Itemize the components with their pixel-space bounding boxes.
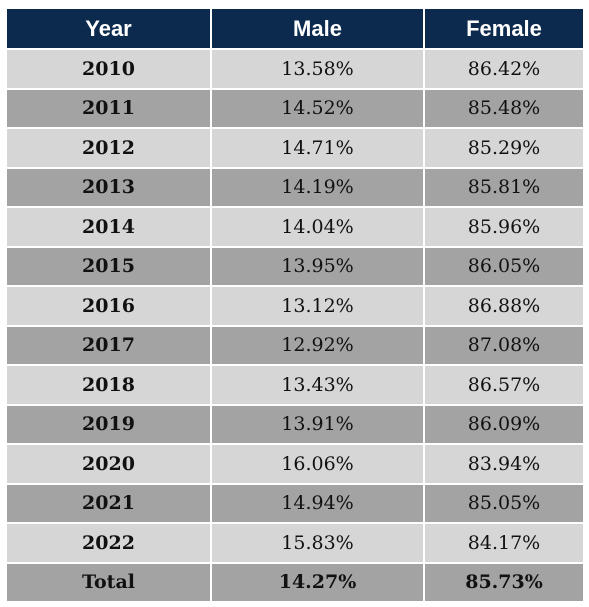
male-cell: 14.19% xyxy=(212,166,425,206)
table-row: 2012 14.71% 85.29% xyxy=(7,127,583,167)
male-cell: 12.92% xyxy=(212,324,425,364)
table-row: 2010 13.58% 86.42% xyxy=(7,48,583,88)
year-cell: 2016 xyxy=(7,285,212,325)
table-row: 2018 13.43% 86.57% xyxy=(7,364,583,404)
year-cell: 2014 xyxy=(7,206,212,246)
year-cell: 2020 xyxy=(7,443,212,483)
header-year: Year xyxy=(7,9,212,48)
year-cell: 2018 xyxy=(7,364,212,404)
female-cell: 85.05% xyxy=(425,482,583,522)
header-female: Female xyxy=(425,9,583,48)
female-cell: 85.81% xyxy=(425,166,583,206)
male-cell: 16.06% xyxy=(212,443,425,483)
male-cell: 14.52% xyxy=(212,87,425,127)
male-cell: 15.83% xyxy=(212,522,425,562)
year-cell: 2013 xyxy=(7,166,212,206)
header-male: Male xyxy=(212,9,425,48)
female-cell: 83.94% xyxy=(425,443,583,483)
year-cell: 2017 xyxy=(7,324,212,364)
female-cell: 85.48% xyxy=(425,87,583,127)
male-cell: 14.04% xyxy=(212,206,425,246)
table-row: 2013 14.19% 85.81% xyxy=(7,166,583,206)
female-cell: 85.96% xyxy=(425,206,583,246)
male-cell: 14.71% xyxy=(212,127,425,167)
female-cell: 87.08% xyxy=(425,324,583,364)
year-cell: 2021 xyxy=(7,482,212,522)
table-row: 2014 14.04% 85.96% xyxy=(7,206,583,246)
female-cell: 86.05% xyxy=(425,245,583,285)
male-cell: 13.12% xyxy=(212,285,425,325)
table-row: 2019 13.91% 86.09% xyxy=(7,403,583,443)
table-row: 2016 13.12% 86.88% xyxy=(7,285,583,325)
female-cell: 86.57% xyxy=(425,364,583,404)
table-row: 2022 15.83% 84.17% xyxy=(7,522,583,562)
table-row: 2015 13.95% 86.05% xyxy=(7,245,583,285)
year-cell: 2022 xyxy=(7,522,212,562)
total-male: 14.27% xyxy=(212,561,425,601)
year-cell: 2011 xyxy=(7,87,212,127)
male-cell: 13.58% xyxy=(212,48,425,88)
female-cell: 84.17% xyxy=(425,522,583,562)
year-cell: 2019 xyxy=(7,403,212,443)
gender-table-container: Year Male Female 2010 13.58% 86.42% 2011… xyxy=(7,9,583,601)
table-row: 2020 16.06% 83.94% xyxy=(7,443,583,483)
male-cell: 14.94% xyxy=(212,482,425,522)
table-row: 2011 14.52% 85.48% xyxy=(7,87,583,127)
female-cell: 86.88% xyxy=(425,285,583,325)
gender-percentage-table: Year Male Female 2010 13.58% 86.42% 2011… xyxy=(7,9,583,601)
table-row: 2017 12.92% 87.08% xyxy=(7,324,583,364)
male-cell: 13.95% xyxy=(212,245,425,285)
year-cell: 2010 xyxy=(7,48,212,88)
table-row: 2021 14.94% 85.05% xyxy=(7,482,583,522)
table-header-row: Year Male Female xyxy=(7,9,583,48)
female-cell: 86.42% xyxy=(425,48,583,88)
total-female: 85.73% xyxy=(425,561,583,601)
year-cell: 2015 xyxy=(7,245,212,285)
male-cell: 13.43% xyxy=(212,364,425,404)
year-cell: 2012 xyxy=(7,127,212,167)
total-row: Total 14.27% 85.73% xyxy=(7,561,583,601)
female-cell: 85.29% xyxy=(425,127,583,167)
female-cell: 86.09% xyxy=(425,403,583,443)
male-cell: 13.91% xyxy=(212,403,425,443)
total-label: Total xyxy=(7,561,212,601)
